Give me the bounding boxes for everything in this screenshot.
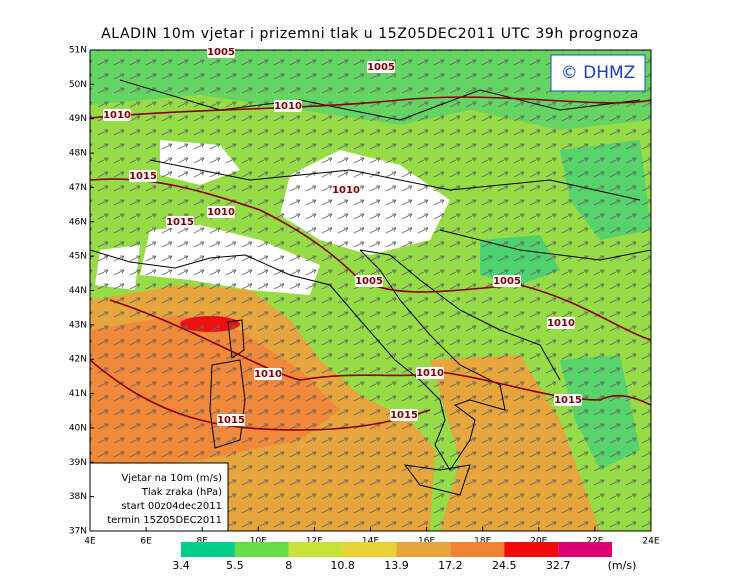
lon-label: 12E (306, 537, 323, 547)
isobar-label: 1015 (390, 410, 418, 421)
isobar-label-bg (390, 409, 418, 421)
isobar-label-bg (332, 184, 360, 196)
colorbar-label: 10.8 (330, 559, 355, 572)
colorbar-label: 13.9 (384, 559, 409, 572)
colorbar-unit: (m/s) (608, 559, 637, 572)
lon-label: 10E (250, 537, 267, 547)
lon-label: 16E (418, 537, 435, 547)
colorbar-label: 5.5 (226, 559, 244, 572)
lon-label: 14E (362, 537, 379, 547)
isobar-label: 1015 (554, 395, 582, 406)
colorbar-label: 24.5 (492, 559, 517, 572)
isobar-label-bg (207, 46, 235, 58)
lon-label: 8E (196, 537, 208, 547)
isobar-label-bg (166, 216, 194, 228)
isobar-label-bg (554, 394, 582, 406)
isobar-label-bg (547, 317, 575, 329)
isobar-label: 1010 (207, 207, 235, 218)
lat-label: 50N (69, 80, 87, 90)
isobar-label: 1010 (103, 110, 131, 121)
colorbar-swatch (504, 542, 559, 557)
isobar-label-bg (493, 275, 521, 287)
isobar-label: 1005 (367, 62, 395, 73)
legend-line: Tlak zraka (hPa) (141, 487, 222, 498)
isobar-label-bg (274, 100, 302, 112)
lat-label: 37N (69, 527, 87, 537)
isobar-label: 1010 (274, 101, 302, 112)
isobar-label: 1010 (254, 369, 282, 380)
isobar-label: 1010 (547, 318, 575, 329)
colorbar-swatch (450, 542, 505, 557)
colorbar-swatch (342, 542, 397, 557)
lon-label: 4E (84, 537, 96, 547)
lon-label: 20E (530, 537, 547, 547)
lat-label: 38N (69, 492, 87, 502)
lat-label: 46N (69, 217, 87, 227)
logo: © DHMZ (561, 63, 636, 83)
colorbar-label: 8 (285, 559, 292, 572)
isobar-label: 1005 (493, 276, 521, 287)
lat-label: 39N (69, 458, 87, 468)
lat-label: 48N (69, 149, 87, 159)
lon-label: 24E (642, 537, 659, 547)
lat-label: 45N (69, 252, 87, 262)
isobar-label-bg (416, 367, 444, 379)
isobar-label-bg (367, 61, 395, 73)
isobar-label-bg (217, 414, 245, 426)
colorbar-label: 3.4 (172, 559, 190, 572)
legend-line: termin 15Z05DEC2011 (107, 515, 222, 526)
lat-label: 51N (69, 46, 87, 56)
isobar-label-bg (254, 368, 282, 380)
colorbar-swatch (558, 542, 612, 557)
map-title: ALADIN 10m vjetar i prizemni tlak u 15Z0… (101, 26, 639, 42)
lat-label: 47N (69, 183, 87, 193)
legend-line: Vjetar na 10m (m/s) (121, 473, 222, 484)
isobar-label: 1005 (355, 276, 383, 287)
lat-label: 41N (69, 389, 87, 399)
legend-line: start 00z04dec2011 (121, 501, 222, 512)
lon-label: 22E (586, 537, 603, 547)
lon-label: 18E (474, 537, 491, 547)
colorbar-label: 32.7 (546, 559, 571, 572)
colorbar-swatch (234, 542, 289, 557)
map-area (90, 50, 651, 531)
lat-label: 43N (69, 320, 87, 330)
isobar-label: 1005 (207, 47, 235, 58)
lat-label: 49N (69, 114, 87, 124)
isobar-label-bg (103, 109, 131, 121)
isobar-label-bg (207, 206, 235, 218)
colorbar-swatch (288, 542, 343, 557)
lat-label: 44N (69, 286, 87, 296)
isobar-label: 1010 (416, 368, 444, 379)
lat-label: 40N (69, 423, 87, 433)
isobar-label: 1015 (129, 171, 157, 182)
colorbar-swatch (396, 542, 451, 557)
isobar-label-bg (129, 170, 157, 182)
isobar-label: 1015 (166, 217, 194, 228)
colorbar-swatch (181, 542, 235, 557)
lat-label: 42N (69, 355, 87, 365)
lon-label: 6E (140, 537, 152, 547)
isobar-label-bg (355, 275, 383, 287)
colorbar-label: 17.2 (438, 559, 463, 572)
isobar-label: 1015 (217, 415, 245, 426)
logo-box (550, 54, 646, 92)
isobar-label: 1010 (332, 185, 360, 196)
